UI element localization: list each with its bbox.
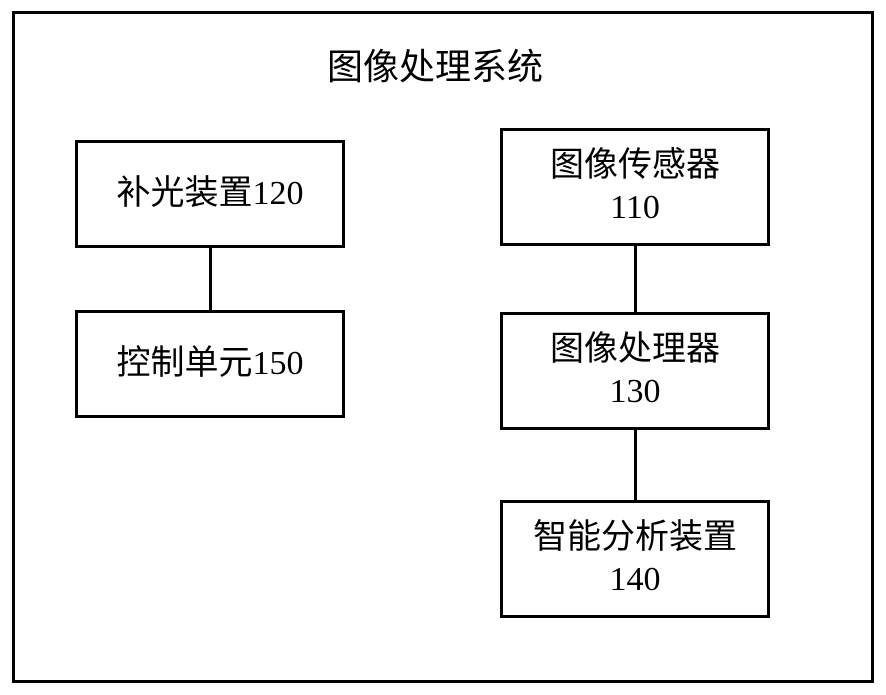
node-label: 图像处理器 — [550, 329, 720, 372]
node-label-2: 140 — [610, 559, 661, 602]
edge — [634, 246, 637, 312]
node-image-processor-130: 图像处理器 130 — [500, 312, 770, 430]
diagram-title: 图像处理系统 — [245, 38, 625, 90]
node-label: 智能分析装置 — [533, 517, 737, 560]
node-label: 控制单元150 — [117, 343, 304, 386]
node-label-2: 130 — [610, 371, 661, 414]
edge — [634, 430, 637, 500]
node-label-2: 110 — [610, 187, 660, 230]
node-fill-light-120: 补光装置120 — [75, 140, 345, 248]
node-analysis-device-140: 智能分析装置 140 — [500, 500, 770, 618]
node-control-unit-150: 控制单元150 — [75, 310, 345, 418]
node-image-sensor-110: 图像传感器 110 — [500, 128, 770, 246]
edge — [209, 248, 212, 310]
node-label: 补光装置120 — [117, 173, 304, 216]
node-label: 图像传感器 — [550, 145, 720, 188]
diagram-canvas: 图像处理系统 补光装置120 控制单元150 图像传感器 110 图像处理器 1… — [0, 0, 886, 695]
